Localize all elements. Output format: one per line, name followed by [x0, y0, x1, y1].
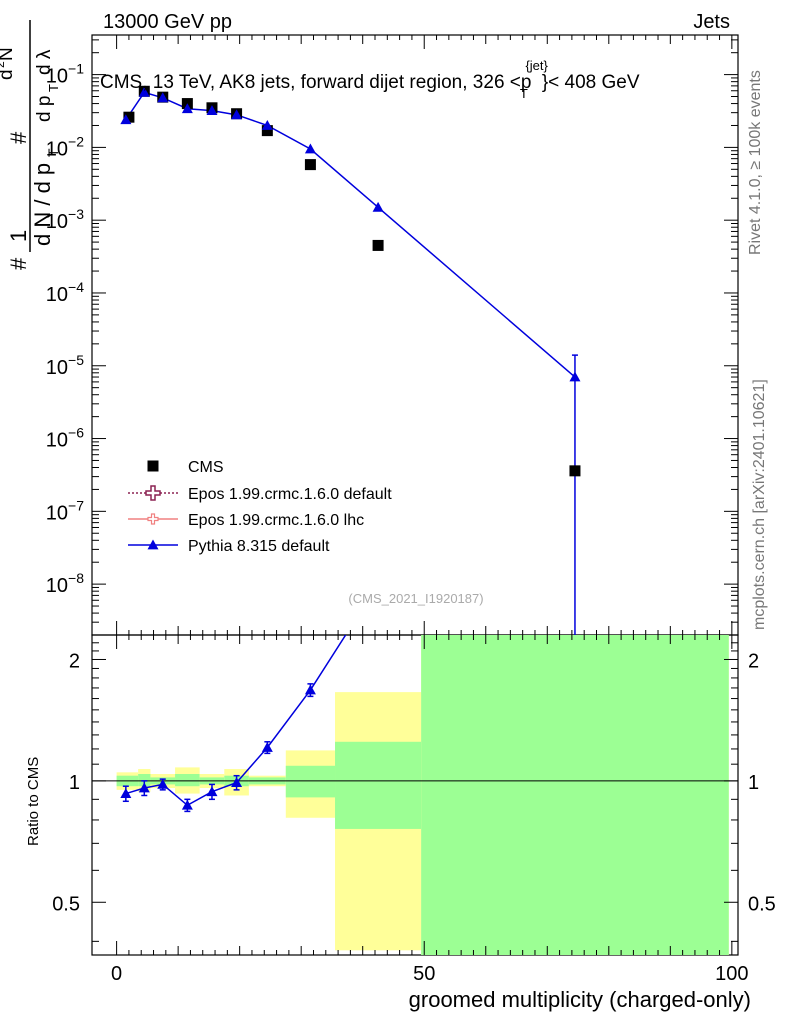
x-tick-label: 100 — [715, 963, 748, 985]
y-tick-label: 10−2 — [46, 133, 84, 160]
ratio-tick-label-right: 1 — [748, 772, 759, 794]
cms-point — [372, 239, 384, 251]
stat-uncertainty-band — [175, 774, 200, 787]
legend-label: Epos 1.99.crmc.1.6.0 default — [188, 486, 392, 503]
pythia-point — [372, 201, 384, 212]
pythia-point — [304, 143, 316, 154]
svg-text:d N / d p: d N / d p — [30, 163, 55, 246]
legend-marker-pythia — [147, 539, 159, 550]
legend-marker-epos-default — [145, 485, 161, 501]
svg-text:#: # — [6, 131, 31, 144]
cms-point — [123, 111, 135, 123]
svg-text:T: T — [46, 84, 61, 92]
svg-text:d: d — [0, 69, 17, 80]
main-y-axis-label: # 1 d N / d p T # d 2 N d p T d λ — [0, 20, 61, 270]
pythia-point — [181, 103, 193, 114]
x-tick-labels: 0 50 100 — [111, 963, 748, 985]
main-axis-ticks — [92, 39, 738, 636]
main-data-layer — [120, 85, 581, 635]
analysis-watermark: (CMS_2021_I1920187) — [348, 591, 483, 606]
legend: CMS Epos 1.99.crmc.1.6.0 default Epos 1.99… — [128, 459, 392, 555]
legend-marker-epos-lhc — [147, 513, 159, 525]
cms-point — [261, 125, 273, 137]
y-tick-label: 10−4 — [46, 279, 84, 306]
legend-marker-cms — [147, 460, 159, 472]
pythia-ratio-point — [231, 777, 243, 788]
pythia-ratio-point — [138, 782, 150, 793]
x-axis-ticks — [116, 35, 733, 955]
svg-text:N: N — [0, 47, 17, 61]
ratio-y-axis-label: Ratio to CMS — [25, 757, 42, 846]
pythia-ratio-point — [181, 799, 193, 810]
y-tick-label: 10−5 — [46, 352, 84, 379]
svg-text:T: T — [45, 148, 61, 157]
header-category-label: Jets — [693, 11, 730, 33]
pythia-ratio-point — [304, 684, 316, 695]
pythia-point — [206, 105, 218, 116]
pythia-point — [138, 86, 150, 97]
stat-uncertainty-band — [285, 765, 336, 798]
ratio-tick-label: 0.5 — [52, 893, 80, 915]
pythia-ratio-point — [206, 786, 218, 797]
y-tick-label: 10−7 — [46, 497, 84, 524]
x-tick-label: 50 — [413, 963, 435, 985]
ratio-tick-label: 2 — [69, 650, 80, 672]
pythia-point — [231, 109, 243, 120]
stat-uncertainty-band — [421, 635, 729, 955]
pythia-ratio-point — [261, 741, 273, 752]
pythia-ratio-point — [157, 778, 169, 789]
y-tick-label: 10−8 — [46, 570, 84, 597]
legend-label: Pythia 8.315 default — [188, 538, 330, 555]
legend-label: Epos 1.99.crmc.1.6.0 lhc — [188, 512, 364, 529]
ratio-tick-label-right: 0.5 — [748, 893, 776, 915]
svg-text:#: # — [6, 257, 31, 270]
stat-uncertainty-band — [138, 774, 151, 787]
y-tick-label: 10−3 — [46, 206, 84, 233]
ratio-tick-label: 1 — [69, 772, 80, 794]
y-tick-label: 10−6 — [46, 425, 84, 452]
ratio-plot-frame — [91, 634, 739, 956]
chart-title: CMS, 13 TeV, AK8 jets, forward dijet reg… — [100, 58, 640, 101]
svg-text:2: 2 — [0, 61, 7, 68]
pythia-point — [569, 371, 581, 382]
legend-label: CMS — [188, 459, 224, 476]
cms-point — [569, 465, 581, 477]
header-collision-label: 13000 GeV pp — [103, 11, 232, 33]
mcplots-reference-label: mcplots.cern.ch [arXiv:2401.10621] — [751, 379, 768, 630]
pythia-point — [120, 114, 132, 125]
ratio-y-tick-labels: 0.5 0.5 1 1 2 2 — [52, 650, 776, 915]
pythia-point — [157, 92, 169, 103]
ratio-data-layer — [120, 635, 347, 813]
svg-text:d λ: d λ — [34, 49, 55, 75]
svg-text:d p: d p — [34, 96, 55, 122]
pythia-point — [261, 119, 273, 130]
ratio-uncertainty-bands — [116, 635, 729, 955]
rivet-version-label: Rivet 4.1.0, ≥ 100k events — [747, 70, 764, 255]
y-tick-label: 10−1 — [46, 61, 84, 88]
x-axis-label: groomed multiplicity (charged-only) — [409, 987, 751, 1012]
stat-uncertainty-band — [335, 741, 422, 829]
main-y-tick-labels: 10−1 10−2 10−3 10−4 10−5 10−6 10−7 10−8 — [46, 61, 84, 598]
svg-text:1: 1 — [6, 230, 31, 242]
pythia-line — [125, 91, 576, 378]
cms-point — [304, 159, 316, 171]
ratio-tick-label-right: 2 — [748, 650, 759, 672]
pythia-ratio-point — [120, 788, 132, 798]
x-tick-label: 0 — [111, 963, 122, 985]
